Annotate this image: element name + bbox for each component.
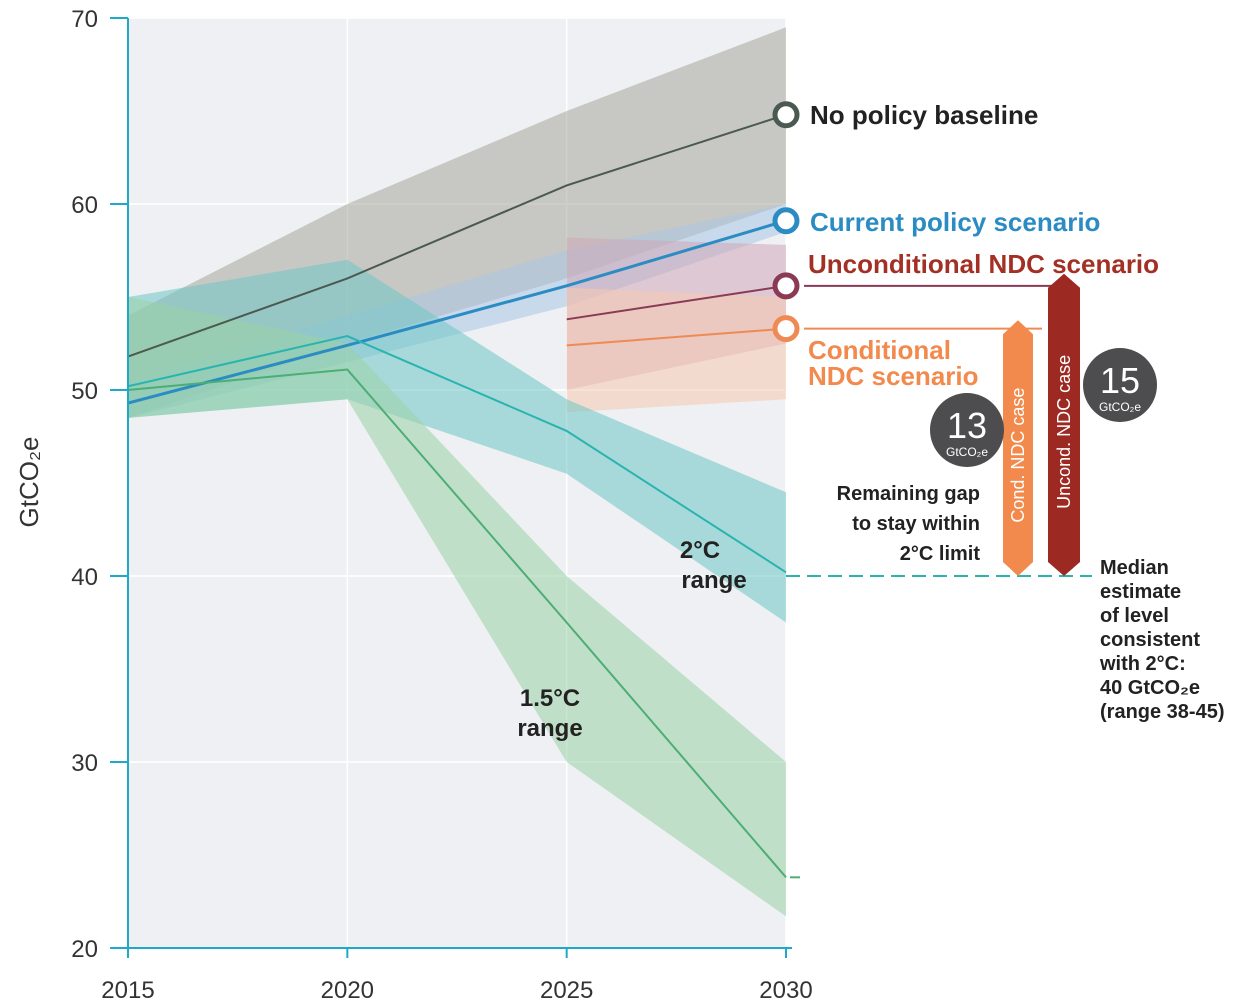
x-tick-label-2015: 2015 xyxy=(101,977,154,1004)
median-note-line1: Median xyxy=(1100,557,1169,579)
label-1-5c-range-line1: 1.5°C xyxy=(520,685,580,712)
band-cond xyxy=(566,287,786,413)
y-tick-label-60: 60 xyxy=(71,192,98,219)
label-unconditional-ndc: Unconditional NDC scenario xyxy=(808,249,1159,279)
series-line-two xyxy=(127,335,787,574)
cond-gap-value: 13 xyxy=(947,405,987,446)
median-note-line2: estimate xyxy=(1100,581,1181,603)
gap-note-line2: to stay within xyxy=(852,513,980,535)
uncond-gap-bar-label: Uncond. NDC case xyxy=(1054,355,1074,509)
uncond-gap-badge xyxy=(1083,348,1157,422)
series-line-uncond xyxy=(566,284,787,321)
uncond-gap-value: 15 xyxy=(1100,360,1140,401)
label-current-policy: Current policy scenario xyxy=(810,207,1100,237)
y-tick-label-50: 50 xyxy=(71,378,98,405)
scenario-lines xyxy=(127,113,787,878)
y-tick-label-40: 40 xyxy=(71,564,98,591)
band-onefive xyxy=(128,297,786,917)
median-note-line3: of level xyxy=(1100,605,1169,627)
y-tick-label-70: 70 xyxy=(71,6,98,33)
cond-gap-bar xyxy=(1003,320,1033,576)
series-line-baseline xyxy=(127,113,787,358)
gap-note-line3: 2°C limit xyxy=(900,543,981,565)
y-tick-label-20: 20 xyxy=(71,936,98,963)
endpoint-current xyxy=(772,207,800,235)
label-1-5c-range-line2: range xyxy=(517,715,582,742)
label-2c-range-line1: 2°C xyxy=(680,537,720,564)
scenario-bands xyxy=(128,27,786,917)
y-axis-label: GtCO₂e xyxy=(14,437,44,528)
uncond-gap-unit: GtCO₂e xyxy=(1099,400,1141,414)
label-2c-range-line2: range xyxy=(681,567,746,594)
median-note-range: (range 38-45) xyxy=(1100,701,1225,723)
label-conditional-ndc-line2: NDC scenario xyxy=(808,361,979,391)
uncond-gap-bar xyxy=(1048,273,1080,576)
endpoint-uncond xyxy=(772,272,800,300)
x-tick-label-2030: 2030 xyxy=(759,977,812,1004)
leader-lines xyxy=(786,284,1092,879)
median-note-value: 40 GtCO₂e xyxy=(1100,677,1200,699)
x-tick-label-2025: 2025 xyxy=(540,977,593,1004)
endpoint-cond xyxy=(772,315,800,343)
series-line-current xyxy=(127,219,787,405)
label-no-policy-baseline: No policy baseline xyxy=(810,100,1038,130)
series-line-cond xyxy=(566,327,787,347)
cond-gap-bar-label: Cond. NDC case xyxy=(1008,388,1028,523)
series-line-onefive xyxy=(127,368,787,878)
y-tick-label-30: 30 xyxy=(71,750,98,777)
x-tick-label-2020: 2020 xyxy=(321,977,374,1004)
label-conditional-ndc-line1: Conditional xyxy=(808,335,951,365)
median-note-line4: consistent xyxy=(1100,629,1200,651)
median-note-line5: with 2°C: xyxy=(1099,653,1186,675)
endpoint-markers xyxy=(772,101,800,343)
gap-note-line1: Remaining gap xyxy=(837,483,980,505)
cond-gap-unit: GtCO₂e xyxy=(946,445,988,459)
cond-gap-badge xyxy=(930,393,1004,467)
endpoint-baseline xyxy=(772,101,800,129)
